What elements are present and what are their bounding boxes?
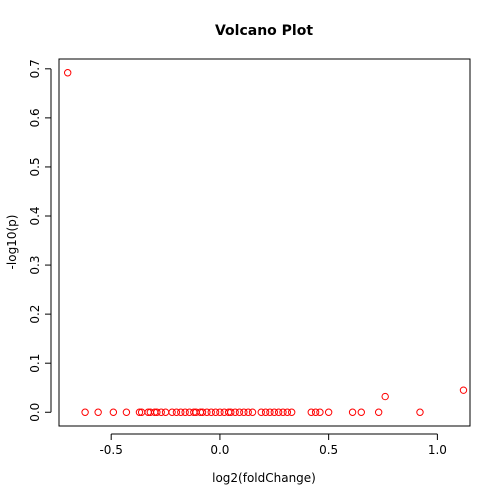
data-point [283,408,292,416]
data-point [161,408,170,416]
y-tick-label: 0.7 [28,59,42,78]
data-point [172,408,181,416]
data-point [211,408,220,416]
data-point [374,408,383,416]
data-points [63,69,468,416]
data-point [261,408,270,416]
y-tick-label: 0.2 [28,305,42,324]
data-point [274,408,283,416]
data-point [287,408,296,416]
data-point [324,408,333,416]
y-tick-label: 0.4 [28,206,42,225]
data-point [153,408,161,416]
data-point [307,408,315,416]
data-point [181,408,189,416]
x-axis-label: log2(foldChange) [212,471,316,485]
data-point [316,408,324,416]
plot-frame [58,58,471,427]
data-point [168,408,176,416]
data-point [109,408,118,416]
data-point [177,408,185,416]
data-point [207,408,215,416]
data-point [231,408,239,416]
x-axis: -0.5 0.0 0.5 1.0 [99,433,447,457]
data-point [157,408,165,416]
data-point [63,69,72,77]
data-point [357,408,365,416]
y-tick-label: 0.5 [28,157,42,176]
data-point [198,408,207,416]
x-tick-label: 0.0 [210,443,229,457]
data-point [122,408,131,416]
y-tick-label: 0.6 [28,108,42,127]
data-point [257,408,265,416]
data-point [248,408,257,416]
x-tick-label: 1.0 [428,443,447,457]
data-point [459,386,468,394]
data-point [244,408,252,416]
y-tick-label: 0.1 [28,354,42,373]
data-point [270,408,278,416]
data-point [235,408,244,416]
x-tick-label: -0.5 [99,443,122,457]
data-point [240,408,248,416]
y-axis-label: -log10(p) [5,215,19,270]
data-point [279,408,287,416]
y-axis: 0.0 0.1 0.2 0.3 0.4 0.5 0.6 0.7 [28,59,52,422]
data-point [216,408,224,416]
data-point [348,408,357,416]
data-point [135,408,144,416]
y-tick-label: 0.3 [28,256,42,275]
data-point [227,408,235,416]
y-tick-label: 0.0 [28,403,42,422]
x-tick-label: 0.5 [319,443,338,457]
data-point [381,392,389,401]
chart-title: Volcano Plot [215,23,313,39]
data-point [266,408,274,416]
data-point [311,408,320,416]
data-point [203,408,211,416]
data-point [416,408,424,416]
data-point [94,408,102,416]
data-point [81,408,89,416]
